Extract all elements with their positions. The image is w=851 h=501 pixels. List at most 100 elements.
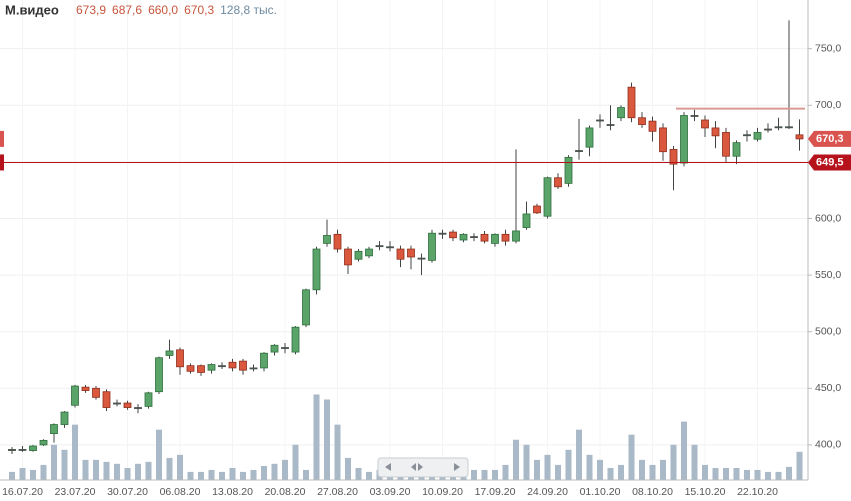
volume-bar xyxy=(355,467,362,480)
header-close: 670,3 xyxy=(184,3,214,17)
candle-body xyxy=(428,232,436,261)
last_price-edge-marker xyxy=(0,130,4,147)
volume-bar xyxy=(61,449,68,480)
y-tick-label: 550,0 xyxy=(815,269,841,281)
scrollbar[interactable] xyxy=(377,457,469,478)
x-tick-label: 17.09.20 xyxy=(475,486,516,498)
volume-bar xyxy=(198,471,204,480)
candle-body xyxy=(627,86,636,119)
candle-body xyxy=(449,231,457,239)
candle-body xyxy=(669,149,678,165)
x-tick-label: 08.10.20 xyxy=(632,486,673,498)
volume-bar xyxy=(628,434,635,480)
volume-bar xyxy=(607,467,614,480)
y-tick-label: 400,0 xyxy=(815,439,841,451)
volume-bar xyxy=(51,444,57,480)
volume-bar xyxy=(208,469,215,480)
volume-bar xyxy=(261,466,267,480)
volume-bar xyxy=(597,459,603,480)
last_price-label: 670,3 xyxy=(816,133,844,145)
candle-body xyxy=(564,156,573,184)
candle-body xyxy=(239,360,247,371)
volume-bar xyxy=(523,444,530,480)
y-tick-label: 750,0 xyxy=(815,42,841,54)
candle-body xyxy=(753,132,762,140)
candle-body xyxy=(396,248,405,260)
x-tick-label: 20.08.20 xyxy=(265,486,306,498)
y-tick-label: 450,0 xyxy=(815,382,841,394)
candle-body xyxy=(260,352,268,369)
candle-body xyxy=(197,365,205,373)
volume-bar xyxy=(40,464,47,480)
candle-body xyxy=(134,407,142,409)
volume-bar xyxy=(93,459,99,480)
candle-body xyxy=(501,233,510,242)
volume-bar xyxy=(513,439,519,480)
instrument-name: М.видео xyxy=(5,2,59,17)
x-tick-label: 03.09.20 xyxy=(370,486,411,498)
volume-bar xyxy=(744,469,750,480)
candle-body xyxy=(575,150,583,152)
candle-body xyxy=(207,364,216,371)
volume-bar xyxy=(775,471,782,480)
candle-body xyxy=(743,134,751,137)
candle-body xyxy=(365,248,373,257)
header: М.видео 673,9 687,6 660,0 670,3 128,8 тыс. xyxy=(5,2,277,17)
candle-body xyxy=(438,232,447,235)
candle-body xyxy=(690,115,699,117)
volume-bar xyxy=(492,469,498,480)
candle-body xyxy=(470,236,478,239)
candle-body xyxy=(659,127,667,153)
volume-bar xyxy=(219,471,225,480)
candle-body xyxy=(29,445,37,451)
candle-body xyxy=(18,449,27,451)
candle-body xyxy=(333,233,342,250)
level-label: 649,5 xyxy=(816,156,844,168)
candle-body xyxy=(60,411,69,425)
candle-body xyxy=(795,134,804,140)
x-tick-label: 13.08.20 xyxy=(212,486,253,498)
candle-layer xyxy=(8,20,804,454)
volume-bar xyxy=(712,467,719,480)
candle-body xyxy=(291,326,300,353)
volume-bar xyxy=(366,471,372,480)
candle-body xyxy=(543,177,552,217)
last_price-box xyxy=(808,130,851,147)
x-tick-label: 23.07.20 xyxy=(55,486,96,498)
x-tick-label: 15.10.20 xyxy=(685,486,726,498)
header-open: 673,9 xyxy=(76,3,106,17)
candle-body xyxy=(512,230,520,242)
volume-bar xyxy=(282,459,288,480)
candle-body xyxy=(144,392,153,407)
x-tick-label: 24.09.20 xyxy=(527,486,568,498)
volume-bar xyxy=(618,464,624,480)
candle-body xyxy=(533,205,541,214)
volume-bar xyxy=(135,463,141,480)
candle-body xyxy=(648,120,657,132)
x-tick-label: 01.10.20 xyxy=(580,486,621,498)
volume-bar xyxy=(723,467,729,480)
scroll-arrows[interactable] xyxy=(385,463,460,471)
y-tick-label: 700,0 xyxy=(815,99,841,111)
volume-bar xyxy=(754,469,761,480)
candle-body xyxy=(764,128,772,131)
candle-body xyxy=(711,127,720,137)
volume-bar xyxy=(324,399,330,480)
volume-bar xyxy=(345,457,351,480)
volume-bar xyxy=(313,394,320,480)
candle-body xyxy=(522,213,531,228)
candle-body xyxy=(302,289,310,326)
volume-bar xyxy=(786,466,792,480)
candle-body xyxy=(785,126,793,129)
candle-body xyxy=(774,126,783,129)
candle-body xyxy=(123,402,132,408)
volume-bar xyxy=(229,467,236,480)
candle-body xyxy=(354,250,363,260)
candle-body xyxy=(701,119,709,129)
candle-body xyxy=(81,386,90,391)
candle-body xyxy=(270,344,279,353)
candle-body xyxy=(71,385,79,406)
scroll-widget[interactable] xyxy=(377,457,469,478)
volume-bar xyxy=(30,469,36,480)
